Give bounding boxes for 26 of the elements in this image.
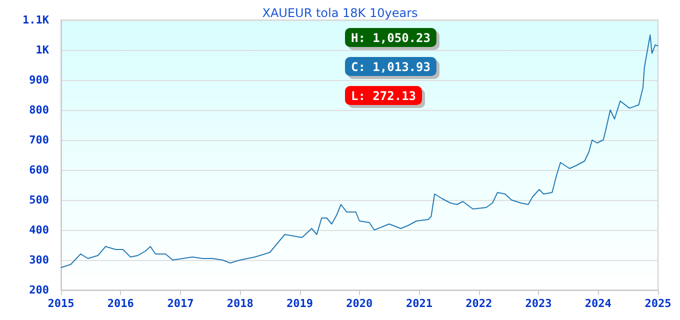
y-tick-label: 600	[29, 164, 49, 176]
annotation: H: 1,050.23	[351, 31, 430, 45]
x-tick-label: 2016	[107, 297, 134, 310]
x-tick-label: 2015	[48, 297, 74, 310]
y-tick-label: 800	[29, 104, 49, 116]
x-tick-label: 2022	[466, 297, 492, 310]
x-tick-label: 2018	[226, 297, 254, 310]
y-tick-label: 500	[29, 194, 49, 206]
x-tick-label: 2021	[406, 297, 433, 310]
x-tick-label: 2017	[167, 297, 194, 310]
x-tick-label: 2020	[346, 297, 373, 310]
x-tick-label: 2019	[286, 297, 314, 310]
x-tick-label: 2024	[584, 297, 612, 310]
y-tick-label: 300	[29, 254, 49, 266]
line-series	[60, 34, 658, 268]
x-tick-label: 2025	[644, 297, 672, 310]
x-tick-label: 2023	[525, 297, 552, 310]
y-tick-label: 700	[29, 134, 49, 146]
y-tick-label: 200	[29, 284, 49, 296]
y-tick-label: 1K	[36, 44, 50, 56]
annotation: L: 272.13	[351, 89, 416, 103]
y-tick-label: 400	[29, 224, 49, 236]
y-tick-label: 1.1K	[22, 14, 50, 26]
chart-title: XAUEUR tola 18K 10years	[262, 6, 418, 20]
y-tick-label: 900	[29, 74, 49, 86]
annotation: C: 1,013.93	[351, 60, 430, 74]
